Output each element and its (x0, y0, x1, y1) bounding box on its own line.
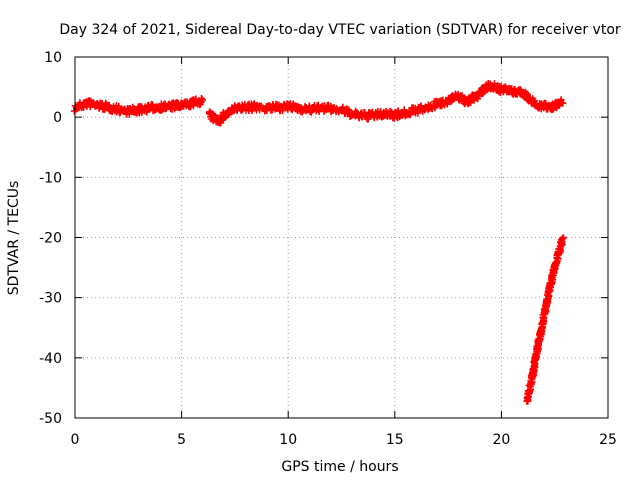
y-tick-label: 10 (44, 50, 62, 66)
y-tick-label: -30 (39, 291, 62, 307)
x-tick-label: 10 (279, 432, 297, 448)
y-tick-label: -50 (39, 411, 62, 427)
x-tick-label: 0 (71, 432, 80, 448)
tick-labels: 0 5 10 15 20 25 10 0 -10 -20 -30 -40 -50 (39, 50, 617, 448)
series-segment (523, 234, 567, 405)
data-point (466, 98, 474, 106)
data-point (559, 99, 567, 107)
x-tick-label: 5 (177, 432, 186, 448)
series-segment (205, 100, 356, 127)
series-segment (70, 95, 206, 118)
y-axis-label: SDTVAR / TECUs (6, 181, 22, 296)
y-tick-label: -20 (39, 231, 62, 247)
y-tick-label: -40 (39, 351, 62, 367)
y-tick-label: 0 (53, 110, 62, 126)
data-point (199, 96, 206, 104)
x-tick-label: 15 (386, 432, 404, 448)
data-series (70, 79, 567, 405)
series-segment (348, 79, 567, 123)
x-tick-label: 20 (492, 432, 510, 448)
chart-title: Day 324 of 2021, Sidereal Day-to-day VTE… (59, 22, 621, 38)
x-axis-label: GPS time / hours (281, 459, 398, 475)
data-point (517, 87, 525, 94)
y-tick-label: -10 (39, 170, 62, 186)
data-point (339, 103, 347, 111)
data-point (526, 387, 534, 394)
data-point (558, 238, 566, 246)
x-tick-label: 25 (599, 432, 617, 448)
plot-frame (74, 56, 609, 419)
data-point (559, 234, 567, 242)
